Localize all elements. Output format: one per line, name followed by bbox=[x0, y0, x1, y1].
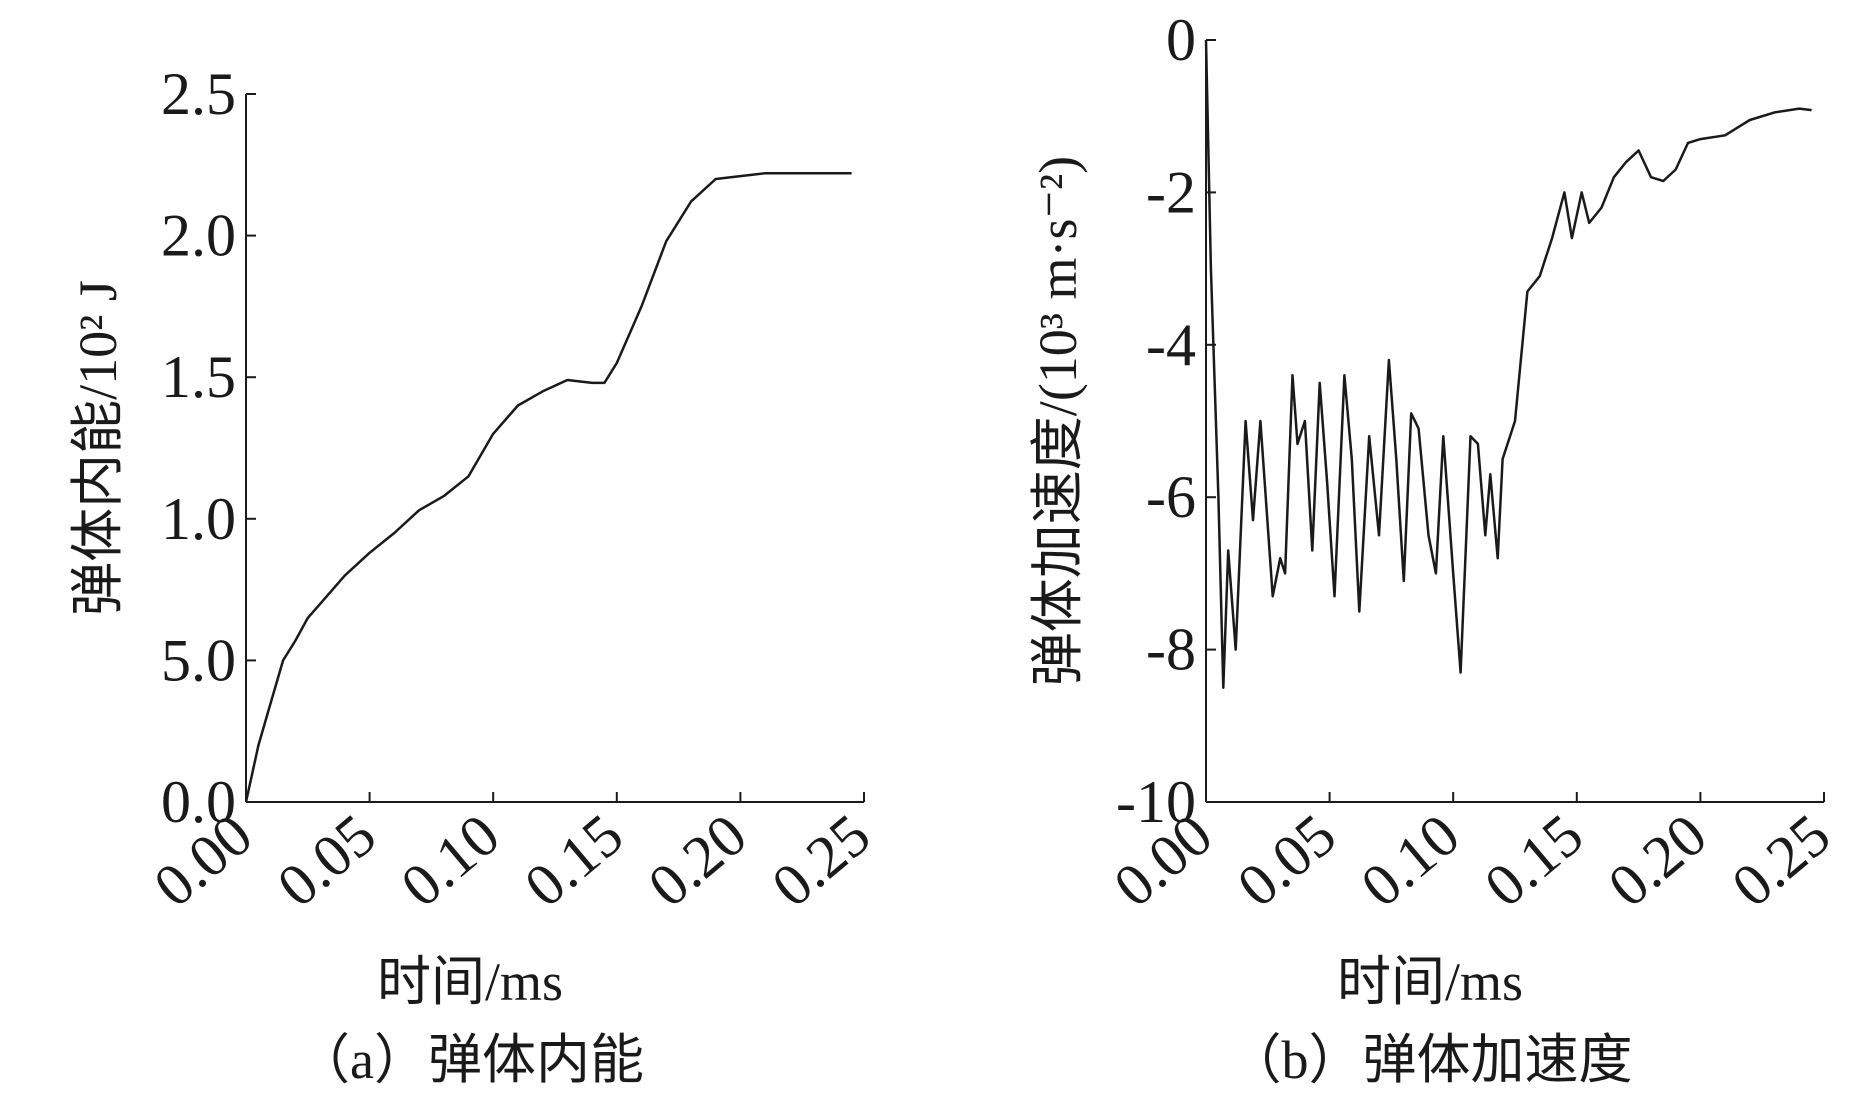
y-tick-label: 0.0 bbox=[161, 769, 236, 835]
caption: （a）弹体内能 bbox=[296, 1030, 644, 1090]
y-tick-label: 2.0 bbox=[161, 203, 236, 269]
x-axis-label: 时间/ms bbox=[377, 952, 563, 1012]
x-tick-label: 0.15 bbox=[1472, 801, 1595, 919]
x-tick-label: 0.20 bbox=[1596, 801, 1719, 919]
x-tick-label: 0.20 bbox=[636, 801, 759, 919]
y-tick-label: 5.0 bbox=[161, 627, 236, 693]
data-line bbox=[1204, 39, 1812, 689]
y-tick-label: 1.0 bbox=[161, 486, 236, 552]
y-axis-label: 弹体加速度/(10³ m·s⁻²) bbox=[1028, 156, 1088, 686]
y-tick-label: 2.5 bbox=[161, 61, 236, 127]
y-tick-label: -4 bbox=[1146, 312, 1196, 378]
x-tick-label: 0.25 bbox=[1719, 801, 1842, 919]
x-axis-label: 时间/ms bbox=[1337, 952, 1523, 1012]
x-tick-label: 0.25 bbox=[759, 801, 882, 919]
caption: （b）弹体加速度 bbox=[1228, 1030, 1633, 1090]
y-axis-label: 弹体内能/10² J bbox=[68, 280, 128, 616]
y-tick-label: -10 bbox=[1116, 769, 1196, 835]
y-tick-label: 1.5 bbox=[161, 344, 236, 410]
x-tick-label: 0.10 bbox=[1349, 801, 1472, 919]
y-tick-label: 0 bbox=[1166, 7, 1196, 73]
x-tick-label: 0.05 bbox=[265, 801, 388, 919]
y-tick-label: -8 bbox=[1146, 617, 1196, 683]
x-tick-label: 0.05 bbox=[1225, 801, 1348, 919]
y-tick-label: -6 bbox=[1146, 464, 1196, 530]
data-line bbox=[244, 172, 852, 803]
x-tick-label: 0.15 bbox=[512, 801, 635, 919]
y-tick-label: -2 bbox=[1146, 159, 1196, 225]
x-tick-label: 0.10 bbox=[389, 801, 512, 919]
x-tick-label: 0.00 bbox=[141, 801, 264, 919]
